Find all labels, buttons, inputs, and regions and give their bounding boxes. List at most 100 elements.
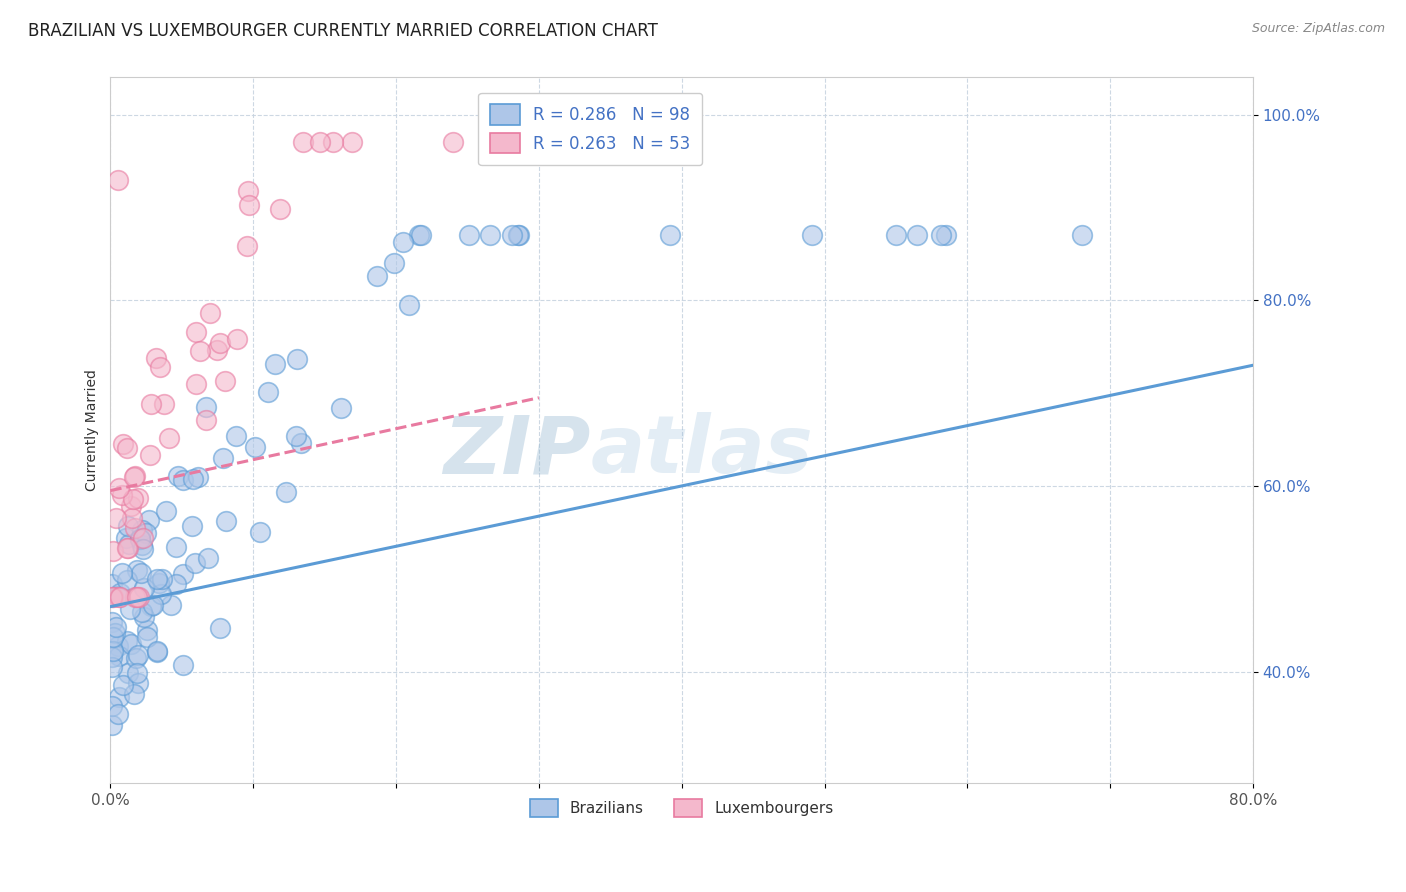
Point: [127, 491, 149, 505]
Point: [935, 228, 957, 243]
Point: [153, 397, 176, 411]
Point: [905, 228, 928, 243]
Point: [120, 636, 142, 650]
Point: [186, 469, 208, 483]
Point: [195, 400, 218, 414]
Point: [149, 359, 172, 374]
Point: [131, 566, 153, 580]
Point: [309, 136, 332, 150]
Point: [121, 511, 143, 525]
Point: [659, 228, 682, 243]
Point: [120, 601, 142, 615]
Text: BRAZILIAN VS LUXEMBOURGER CURRENTLY MARRIED CORRELATION CHART: BRAZILIAN VS LUXEMBOURGER CURRENTLY MARR…: [28, 22, 658, 40]
Point: [136, 624, 159, 638]
Point: [135, 525, 157, 540]
Point: [243, 441, 266, 455]
Point: [145, 573, 167, 587]
Point: [225, 332, 247, 346]
Point: [142, 599, 165, 613]
Point: [131, 538, 153, 552]
Point: [160, 598, 183, 612]
Point: [111, 437, 134, 451]
Point: [131, 605, 153, 619]
Point: [209, 622, 232, 636]
Point: [101, 659, 124, 673]
Point: [172, 473, 194, 487]
Point: [115, 541, 138, 555]
Point: [478, 228, 501, 243]
Text: ZIP: ZIP: [443, 412, 591, 491]
Point: [214, 374, 236, 388]
Point: [249, 524, 271, 539]
Point: [329, 401, 352, 415]
Point: [125, 563, 148, 577]
Point: [256, 384, 278, 399]
Point: [101, 591, 124, 605]
Point: [150, 572, 173, 586]
Point: [145, 351, 167, 365]
Point: [129, 531, 152, 545]
Point: [107, 706, 129, 721]
Point: [884, 228, 907, 243]
Text: Source: ZipAtlas.com: Source: ZipAtlas.com: [1251, 22, 1385, 36]
Point: [108, 591, 131, 605]
Point: [115, 441, 138, 455]
Point: [104, 626, 127, 640]
Point: [134, 581, 156, 595]
Point: [101, 591, 124, 605]
Point: [108, 591, 131, 605]
Point: [292, 136, 315, 150]
Point: [195, 412, 218, 426]
Point: [139, 448, 162, 462]
Point: [519, 136, 541, 150]
Point: [108, 586, 131, 600]
Point: [125, 651, 148, 665]
Point: [212, 451, 235, 466]
Point: [929, 228, 952, 243]
Point: [209, 335, 232, 350]
Point: [284, 429, 307, 443]
Point: [184, 556, 207, 570]
Point: [139, 599, 162, 613]
Point: [398, 298, 420, 312]
Point: [122, 492, 145, 507]
Point: [117, 666, 139, 681]
Point: [132, 531, 155, 545]
Point: [583, 136, 606, 150]
Point: [127, 666, 149, 681]
Point: [508, 228, 530, 243]
Point: [184, 326, 207, 340]
Point: [107, 172, 129, 186]
Point: [131, 523, 153, 537]
Point: [149, 587, 172, 601]
Point: [103, 644, 125, 658]
Y-axis label: Currently Married: Currently Married: [86, 369, 100, 491]
Point: [128, 591, 150, 605]
Point: [408, 228, 430, 243]
Point: [110, 487, 132, 501]
Point: [125, 591, 148, 605]
Point: [274, 485, 297, 500]
Point: [322, 136, 344, 150]
Point: [180, 519, 202, 533]
Point: [108, 648, 131, 663]
Point: [101, 544, 124, 558]
Point: [132, 542, 155, 557]
Point: [117, 541, 139, 555]
Point: [115, 573, 138, 587]
Point: [290, 436, 312, 450]
Point: [128, 533, 150, 547]
Point: [235, 238, 257, 252]
Point: [127, 676, 149, 690]
Point: [238, 197, 260, 211]
Point: [124, 521, 146, 535]
Point: [101, 630, 124, 644]
Point: [101, 615, 124, 629]
Legend: Brazilians, Luxembourgers: Brazilians, Luxembourgers: [523, 791, 841, 825]
Point: [101, 650, 124, 665]
Point: [107, 639, 129, 653]
Point: [501, 228, 523, 243]
Point: [458, 228, 481, 243]
Point: [198, 306, 221, 320]
Point: [366, 268, 388, 283]
